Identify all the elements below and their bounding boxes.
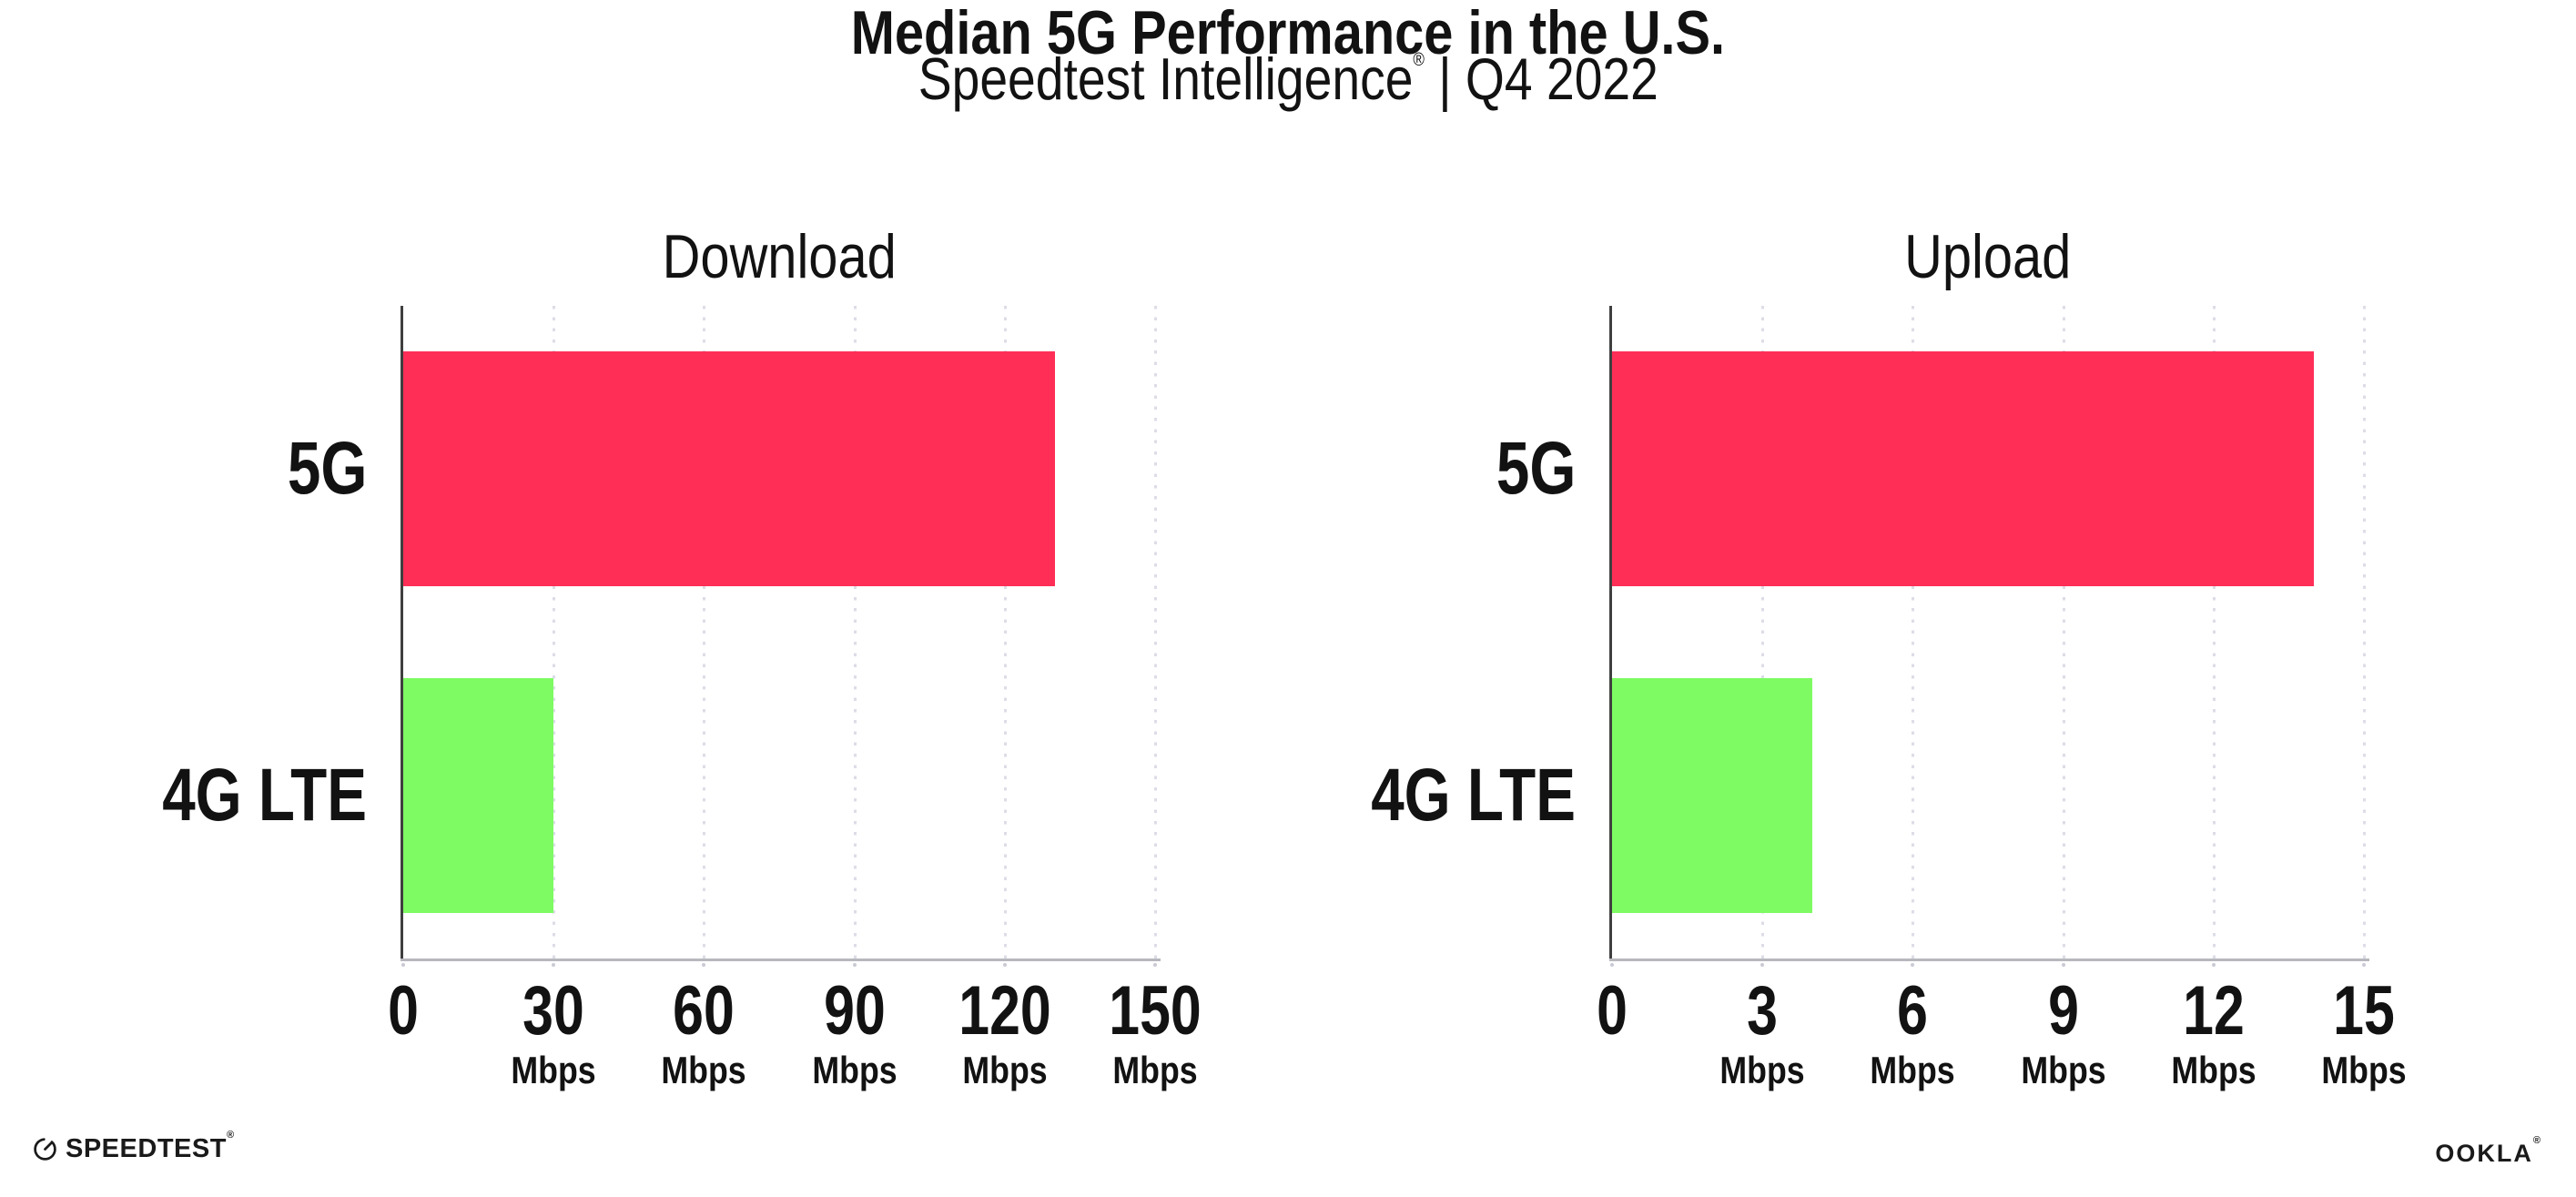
page-subtitle: Speedtest Intelligence® | Q4 2022 (0, 49, 2576, 108)
category-label-5g: 5G (287, 427, 367, 511)
upload-y-axis-line (1609, 306, 1612, 960)
x-tick: 120 Mbps (947, 977, 1062, 1090)
x-tick: 60 Mbps (654, 977, 755, 1090)
bar-4g-lte (1612, 677, 1813, 913)
gridline (1003, 306, 1007, 959)
tick-mark (1760, 963, 1765, 967)
gridline (2212, 306, 2216, 959)
tick-mark (2211, 963, 2216, 967)
page-title-text: Median 5G Performance in the U.S. (850, 0, 1726, 67)
x-tick-unit: Mbps (511, 1049, 596, 1091)
category-label-4g-lte: 4G LTE (1371, 753, 1576, 837)
x-tick-value: 6 (1897, 972, 1929, 1050)
page-title: Median 5G Performance in the U.S. (0, 2, 2576, 64)
gridline (1154, 306, 1157, 959)
bar-5g (1612, 351, 2314, 587)
upload-x-axis-line (1609, 959, 2369, 961)
x-tick: 30 Mbps (503, 977, 603, 1090)
x-tick: 6 Mbps (1863, 977, 1963, 1090)
x-tick: 3 Mbps (1712, 977, 1812, 1090)
x-tick-value: 12 (2182, 972, 2245, 1050)
x-tick-value: 0 (388, 972, 419, 1050)
x-tick-value: 150 (1109, 972, 1202, 1050)
x-tick-value: 60 (673, 972, 735, 1050)
speedtest-wordmark-text: SPEEDTEST (66, 1134, 227, 1163)
tick-mark (2061, 963, 2065, 967)
speedtest-wordmark: SPEEDTEST® (66, 1131, 235, 1163)
speedtest-logo: SPEEDTEST® (33, 1131, 235, 1163)
upload-chart-title-text: Upload (1904, 222, 2072, 291)
category-label-5g: 5G (1496, 427, 1576, 511)
tick-mark (1911, 963, 1915, 967)
upload-chart-plot-area: Upload 0 3 Mbps 6 Mbps 9 Mbps 12 Mbps 15 Mbps 5G 4G … (1371, 226, 2406, 1090)
gridline (2062, 306, 2065, 959)
ookla-wordmark-text: OOKLA (2435, 1140, 2533, 1167)
x-tick-value: 15 (2333, 972, 2395, 1050)
tick-mark (1153, 963, 1157, 967)
gridline (853, 306, 857, 959)
page-subtitle-text: Speedtest Intelligence® | Q4 2022 (918, 49, 1658, 108)
x-tick: 90 Mbps (805, 977, 905, 1090)
x-tick-unit: Mbps (2321, 1049, 2407, 1091)
gridline (1912, 306, 1915, 959)
x-tick: 15 Mbps (2314, 977, 2414, 1090)
x-tick-unit: Mbps (2171, 1049, 2257, 1091)
x-tick-value: 9 (2047, 972, 2079, 1050)
x-tick: 12 Mbps (2164, 977, 2264, 1090)
download-chart-title-text: Download (662, 222, 897, 291)
subtitle-period: Q4 2022 (1465, 46, 1658, 112)
x-tick-value: 90 (823, 972, 886, 1050)
download-chart-plot-area: Download 0 30 Mbps 60 Mbps 90 Mbps 120 Mbps 150 Mb… (162, 226, 1202, 1090)
gridline (553, 306, 556, 959)
x-tick-unit: Mbps (962, 1049, 1048, 1091)
x-tick-unit: Mbps (811, 1049, 898, 1091)
x-tick-value: 3 (1747, 972, 1779, 1050)
subtitle-brand: Speedtest Intelligence (918, 46, 1414, 112)
x-tick-value: 0 (1597, 972, 1628, 1050)
tick-mark (1002, 963, 1007, 967)
tick-mark (1610, 963, 1614, 967)
gridline (1761, 306, 1765, 959)
x-tick-unit: Mbps (661, 1049, 746, 1091)
x-tick: 150 Mbps (1098, 977, 1213, 1090)
tick-mark (2362, 963, 2366, 967)
registered-trademark-icon: ® (1413, 50, 1425, 70)
tick-mark (702, 963, 706, 967)
x-tick-unit: Mbps (1719, 1049, 1805, 1091)
tick-mark (401, 963, 405, 967)
tick-mark (852, 963, 857, 967)
x-tick: 0 (1593, 977, 1631, 1046)
speedtest-gauge-icon (34, 1138, 56, 1161)
category-label-4g-lte: 4G LTE (162, 753, 367, 837)
x-tick-value: 30 (522, 972, 584, 1050)
gridline (2363, 306, 2366, 959)
download-chart-title: Download (403, 226, 1155, 288)
ookla-registered-icon: ® (2532, 1135, 2542, 1146)
bar-5g (403, 351, 1055, 587)
x-tick-unit: Mbps (2020, 1049, 2106, 1091)
download-y-axis-line (401, 306, 403, 960)
x-tick: 9 Mbps (2013, 977, 2114, 1090)
ookla-logo: OOKLA® (2435, 1136, 2542, 1167)
x-tick-value: 120 (958, 972, 1051, 1050)
x-tick: 0 (384, 977, 422, 1046)
tick-mark (552, 963, 556, 967)
download-x-axis-line (401, 959, 1161, 961)
x-tick-unit: Mbps (1870, 1049, 1955, 1091)
bar-4g-lte (403, 677, 554, 913)
gridline (703, 306, 706, 959)
upload-chart-title: Upload (1612, 226, 2364, 288)
subtitle-separator: | (1437, 46, 1452, 112)
speedtest-registered-icon: ® (226, 1130, 235, 1141)
x-tick-unit: Mbps (1112, 1049, 1198, 1091)
